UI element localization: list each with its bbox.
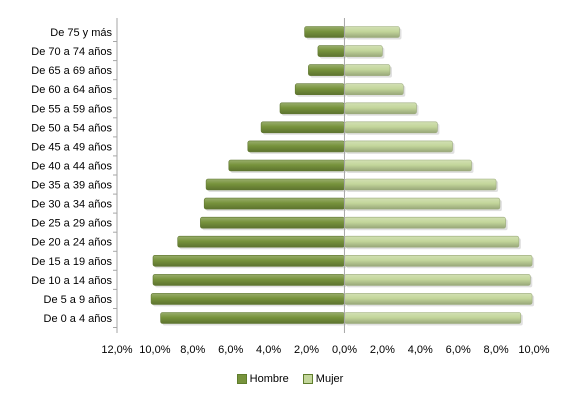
bar-hombre — [308, 64, 345, 76]
category-label: De 30 a 34 años — [31, 199, 112, 211]
bar-hombre — [304, 26, 345, 38]
bar-hombre — [160, 312, 345, 324]
x-tick-labels: 12,0% 10,0% 8,0% 6,0% 4,0% 2,0% 0,0% 2,0% 4,0% 6,… — [101, 344, 549, 356]
bar-mujer — [344, 64, 391, 76]
bar-hombre — [200, 216, 345, 229]
bar-mujer — [344, 216, 506, 229]
category-label: De 70 a 74 años — [31, 46, 112, 58]
category-label: De 45 a 49 años — [31, 141, 112, 153]
x-tick-label: 2,0% — [370, 344, 395, 356]
bar-mujer — [344, 274, 531, 286]
category-label: De 5 a 9 años — [44, 294, 113, 306]
x-tick-label: 10,0% — [518, 344, 549, 356]
bar-hombre — [152, 255, 345, 267]
category-label: De 35 a 39 años — [31, 180, 112, 192]
bar-hombre — [228, 159, 345, 172]
bar-hombre — [177, 235, 345, 248]
chart-legend: Hombre Mujer — [0, 373, 580, 385]
legend-item-mujer: Mujer — [302, 373, 344, 385]
x-tick-label: 4,0% — [256, 344, 281, 356]
category-labels: De 0 a 4 años De 5 a 9 años De 10 a 14 año… — [31, 27, 117, 328]
category-label: De 55 a 59 años — [31, 103, 112, 115]
legend-label-hombre: Hombre — [249, 373, 289, 385]
category-label: De 50 a 54 años — [31, 122, 112, 134]
series-mujer — [344, 26, 535, 326]
category-label: De 0 a 4 años — [44, 313, 113, 325]
bar-hombre — [260, 121, 345, 134]
x-tick-label: 2,0% — [294, 344, 319, 356]
x-tick-label: 0,0% — [332, 344, 357, 356]
category-label: De 40 a 44 años — [31, 161, 112, 173]
legend-item-hombre: Hombre — [236, 373, 289, 385]
bar-mujer — [344, 45, 383, 57]
chart-canvas: De 0 a 4 años De 5 a 9 años De 10 a 14 año… — [31, 18, 550, 356]
category-label: De 10 a 14 años — [31, 275, 112, 287]
series-hombre — [150, 26, 347, 326]
bar-hombre — [279, 102, 345, 115]
bar-mujer — [344, 26, 400, 38]
bar-mujer — [344, 197, 501, 210]
legend-swatch-mujer — [302, 374, 313, 384]
category-label: De 65 a 69 años — [31, 65, 112, 77]
category-label: De 25 a 29 años — [31, 218, 112, 230]
bar-mujer — [344, 121, 438, 134]
bar-hombre — [203, 197, 345, 210]
x-tick-label: 6,0% — [218, 344, 243, 356]
legend-label-mujer: Mujer — [315, 373, 344, 385]
bar-hombre — [205, 178, 345, 191]
x-tick-label: 6,0% — [446, 344, 471, 356]
bar-mujer — [344, 178, 497, 191]
legend-swatch-hombre — [236, 374, 247, 384]
bar-mujer — [344, 159, 472, 172]
category-label: De 20 a 24 años — [31, 237, 112, 249]
category-label: De 60 a 64 años — [31, 84, 112, 96]
bar-mujer — [344, 293, 533, 305]
bar-mujer — [344, 83, 404, 95]
bar-mujer — [344, 102, 417, 115]
bar-mujer — [344, 235, 520, 248]
x-tick-label: 10,0% — [139, 344, 170, 356]
bar-hombre — [152, 274, 345, 286]
bar-mujer — [344, 255, 533, 267]
bar-mujer — [344, 312, 522, 324]
category-label: De 75 y más — [50, 27, 112, 39]
bar-hombre — [150, 293, 345, 305]
x-tick-label: 8,0% — [180, 344, 205, 356]
x-tick-label: 12,0% — [101, 344, 132, 356]
bar-hombre — [317, 45, 345, 57]
x-tick-label: 8,0% — [484, 344, 509, 356]
bar-hombre — [247, 140, 345, 153]
bar-hombre — [294, 83, 345, 95]
bar-mujer — [344, 140, 453, 153]
x-tick-label: 4,0% — [408, 344, 433, 356]
category-label: De 15 a 19 años — [31, 256, 112, 268]
